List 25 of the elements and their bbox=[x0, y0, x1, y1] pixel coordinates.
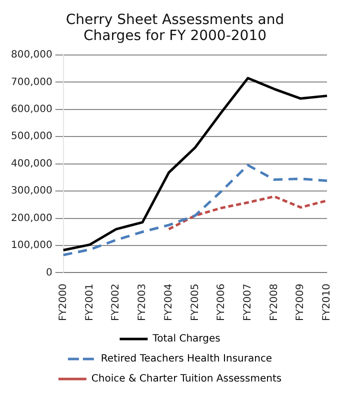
x-tick-label: FY2009 bbox=[295, 284, 306, 322]
y-tick-label: 300,000 bbox=[10, 186, 52, 197]
y-tick-label: 500,000 bbox=[10, 131, 52, 142]
y-tick-label: 0 bbox=[46, 267, 52, 278]
y-tick-label: 800,000 bbox=[10, 50, 52, 61]
y-tick-label: 100,000 bbox=[10, 240, 52, 252]
x-tick-label: FY2003 bbox=[137, 284, 148, 322]
x-tick-label: FY2006 bbox=[216, 284, 228, 322]
legend-label: Total Charges bbox=[152, 334, 220, 345]
x-tick-label: FY2000 bbox=[58, 284, 69, 322]
x-tick-label: FY2005 bbox=[190, 284, 201, 322]
y-tick-label: 600,000 bbox=[10, 104, 52, 116]
legend-label: Choice & Charter Tuition Assessments bbox=[91, 374, 282, 385]
legend-label: Retired Teachers Health Insurance bbox=[100, 354, 272, 365]
y-tick-label: 400,000 bbox=[10, 158, 52, 170]
y-tick-label: 700,000 bbox=[10, 76, 52, 88]
x-tick-label: FY2010 bbox=[322, 284, 333, 322]
y-tick-label: 200,000 bbox=[10, 212, 52, 224]
line-series bbox=[168, 195, 328, 230]
chart-title: Cherry Sheet Assessments and Charges for FY 2000-2010 bbox=[64, 11, 286, 46]
x-tick-label: FY2001 bbox=[84, 284, 96, 322]
x-tick-label: FY2002 bbox=[110, 284, 122, 322]
x-tick-label: FY2004 bbox=[163, 284, 174, 322]
x-tick-label: FY2007 bbox=[242, 284, 254, 322]
x-tick-label: FY2008 bbox=[268, 284, 280, 322]
